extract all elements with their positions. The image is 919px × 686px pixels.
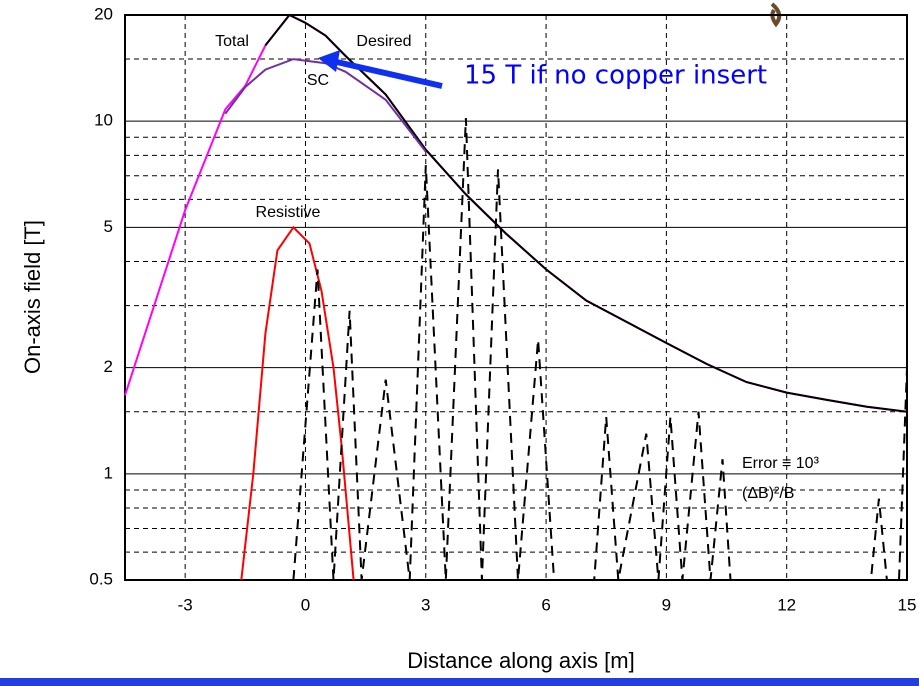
y-tick-label: 0.5 [89,569,113,588]
series-label: Resistive [256,204,321,221]
x-tick-label: 12 [777,595,796,614]
y-tick-label: 1 [104,463,113,482]
series-label: Total [215,33,249,50]
y-tick-label: 20 [94,4,113,23]
x-tick-label: 3 [421,595,430,614]
x-tick-label: 6 [541,595,550,614]
x-axis-label: Distance along axis [m] [407,648,634,673]
y-tick-label: 5 [104,217,113,236]
series-line [292,118,908,581]
annotation: 15 T if no copper insert [464,61,767,91]
x-tick-label: 15 [898,595,917,614]
arrow-head [318,50,340,72]
y-tick-label: 2 [104,357,113,376]
annotation: (ΔB)²/B [742,485,794,502]
series-label: Desired [356,33,411,50]
series-label: SC [307,72,329,89]
y-tick-label: 10 [94,111,113,130]
plot-frame [124,14,908,581]
annotation: Error ≡ 10³ [742,455,820,472]
x-tick-label: 9 [662,595,671,614]
series-line [240,225,355,581]
doodle [770,2,782,28]
x-tick-label: -3 [178,595,193,614]
bottom-bar [0,678,919,686]
series-line [224,58,427,153]
x-tick-label: 0 [301,595,310,614]
y-axis-label: On-axis field [T] [20,220,45,374]
series-line [264,13,908,413]
arrow [327,57,443,89]
